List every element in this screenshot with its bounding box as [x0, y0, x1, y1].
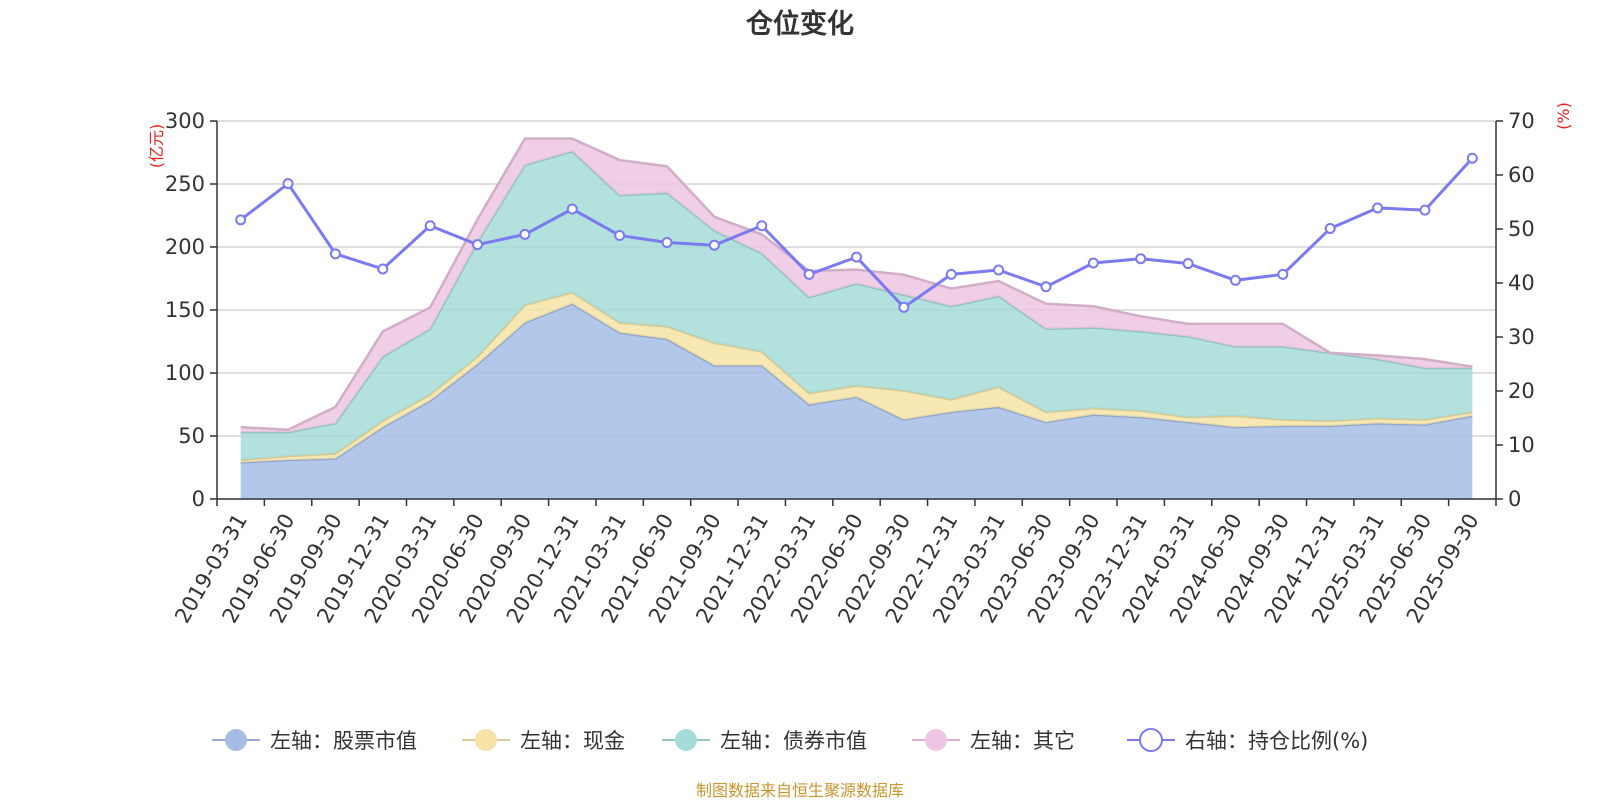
ratio-point [661, 237, 673, 248]
ratio-point [1466, 152, 1478, 164]
ratio-point [1324, 222, 1336, 234]
ratio-point [472, 239, 484, 251]
right-tick-label: 70 [1508, 109, 1535, 133]
left-tick-label: 100 [165, 361, 205, 385]
legend-label[interactable]: 左轴：其它 [970, 729, 1075, 753]
ratio-point [1182, 258, 1194, 270]
axes: 0 50 100 150 200 250 300 0 10 20 30 40 50 60 70 [165, 109, 1535, 511]
right-tick-label: 50 [1508, 217, 1535, 241]
ratio-point [803, 268, 815, 280]
legend-label[interactable]: 左轴：股票市值 [270, 729, 417, 753]
legend-swatch-marker [475, 729, 497, 751]
ratio-point [993, 264, 1005, 276]
legend-swatch-marker [225, 729, 247, 751]
left-tick-label: 0 [192, 487, 205, 511]
ratio-point [377, 263, 389, 275]
right-tick-label: 0 [1508, 487, 1521, 511]
right-tick-label: 60 [1508, 163, 1535, 187]
ratio-point [851, 251, 862, 263]
left-axis-unit: (亿元) [147, 124, 166, 169]
left-tick-label: 200 [165, 235, 205, 259]
ratio-point [235, 214, 247, 226]
ratio-point [566, 203, 578, 215]
ratio-point [1087, 257, 1099, 269]
legend: 左轴：股票市值 左轴：现金 左轴：债券市值 左轴：其它 右轴：持仓比例(%) [212, 728, 1368, 753]
ratio-point [1135, 253, 1147, 265]
ratio-point [329, 248, 341, 260]
right-tick-label: 20 [1508, 379, 1535, 403]
ratio-line-series [235, 152, 1478, 313]
right-tick-label: 40 [1508, 271, 1535, 295]
left-tick-label: 250 [165, 172, 205, 196]
ratio-point [1229, 274, 1241, 286]
ratio-point [614, 229, 626, 241]
legend-swatch-marker [925, 729, 947, 751]
source-note: 制图数据来自恒生聚源数据库 [696, 781, 904, 800]
ratio-point [1419, 204, 1431, 216]
ratio-point [1372, 202, 1384, 214]
chart-title: 仓位变化 [745, 8, 854, 40]
ratio-point [424, 220, 436, 232]
ratio-point [1040, 281, 1052, 293]
ratio-point [708, 239, 720, 251]
ratio-point [282, 178, 294, 190]
ratio-point [1277, 268, 1289, 280]
legend-swatch-marker [1139, 728, 1163, 752]
ratio-point [945, 268, 957, 280]
ratio-point [519, 228, 531, 240]
right-tick-label: 10 [1508, 433, 1535, 457]
left-tick-label: 150 [165, 298, 205, 322]
ratio-point [898, 301, 910, 313]
legend-swatch-marker [675, 729, 697, 751]
right-tick-label: 30 [1508, 325, 1535, 349]
x-axis-labels: 2019-03-312019-06-302019-09-302019-12-31… [170, 510, 1483, 628]
ratio-point [756, 220, 768, 232]
right-axis-unit: (%) [1554, 102, 1573, 130]
legend-label[interactable]: 左轴：现金 [520, 729, 625, 753]
area-edge-左轴：其它 [240, 137, 1473, 431]
left-tick-label: 300 [165, 109, 205, 133]
left-tick-label: 50 [178, 424, 205, 448]
legend-label[interactable]: 右轴：持仓比例(%) [1185, 729, 1368, 753]
legend-label[interactable]: 左轴：债券市值 [720, 729, 867, 753]
area-左轴：股票市值 [240, 303, 1473, 499]
area-左轴：债券市值 [240, 151, 1473, 460]
area-series [240, 137, 1473, 499]
